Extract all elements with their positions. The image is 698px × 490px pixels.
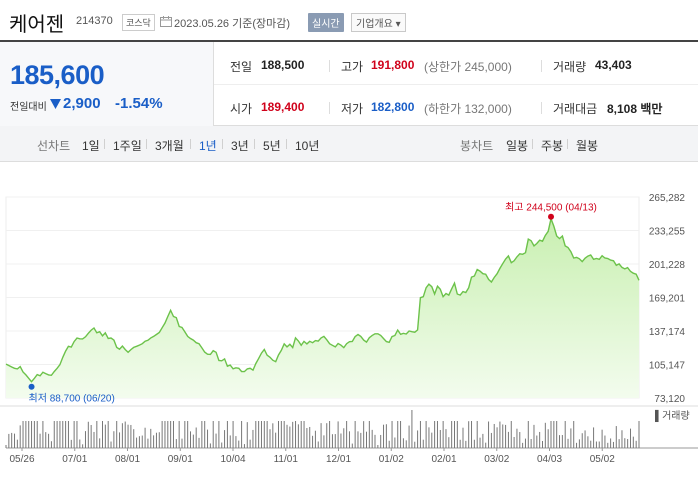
current-price: 185,600 — [10, 60, 105, 90]
tab-divider — [190, 139, 191, 149]
market-badge: 코스닥 — [122, 14, 155, 31]
x-tick-label: 09/01 — [168, 454, 193, 465]
low-label: 저가 — [341, 102, 364, 116]
x-tick-label: 08/01 — [115, 454, 140, 465]
x-tick-label: 05/02 — [590, 454, 615, 465]
calendar-icon — [160, 16, 172, 27]
divider — [541, 60, 542, 72]
volume-label: 거래량 — [553, 60, 587, 74]
x-tick-label: 10/04 — [220, 454, 245, 465]
min-label: 최저 88,700 (06/20) — [29, 393, 115, 405]
tab-divider — [254, 139, 255, 149]
current-price-box: 185,600 전일대비 2,900 -1.54% — [0, 42, 214, 126]
open-value: 189,400 — [261, 100, 305, 114]
y-tick-label: 137,174 — [649, 327, 686, 338]
y-tick-label: 265,282 — [649, 193, 686, 204]
open-label: 시가 — [230, 102, 253, 116]
x-tick-label: 07/01 — [62, 454, 87, 465]
max-marker — [548, 213, 555, 220]
company-overview-dropdown[interactable]: 기업개요 ▾ — [351, 13, 406, 32]
stock-header: 케어젠 214370 코스닥 2023.05.26 기준(장마감) 실시간 기업… — [0, 0, 698, 40]
divider — [541, 102, 542, 114]
change-value: 2,900 — [63, 95, 101, 112]
volume-value: 43,403 — [595, 58, 632, 72]
prev-close-label: 전일 — [230, 60, 253, 74]
lower-limit: (하한가 132,000) — [424, 102, 512, 116]
low-value: 182,800 — [371, 100, 415, 114]
min-marker — [28, 383, 35, 390]
price-chart: 265,282 233,255 201,228 169,201 137,174 105,1… — [0, 162, 698, 490]
volume-label: ▌거래량 — [655, 409, 690, 423]
stock-name: 케어젠 — [9, 14, 65, 36]
tab-divider — [104, 139, 105, 149]
upper-limit: (상한가 245,000) — [424, 60, 512, 74]
y-tick-label: 169,201 — [649, 294, 686, 305]
divider — [329, 102, 330, 114]
candle-chart-label: 봉차트 — [460, 139, 494, 153]
tab-divider — [222, 139, 223, 149]
down-arrow-icon — [50, 99, 61, 109]
tab-candle-weekly[interactable]: 주봉 — [541, 139, 564, 153]
change-label: 전일대비 — [10, 102, 47, 113]
realtime-button[interactable]: 실시간 — [308, 13, 344, 32]
x-tick-label: 03/02 — [484, 454, 509, 465]
tab-period-1d[interactable]: 1일 — [82, 139, 100, 153]
x-tick-label: 01/02 — [379, 454, 404, 465]
y-tick-label: 233,255 — [649, 227, 686, 238]
tab-divider — [286, 139, 287, 149]
line-chart-label: 선차트 — [37, 139, 71, 153]
high-label: 고가 — [341, 60, 364, 74]
tab-candle-daily[interactable]: 일봉 — [506, 139, 529, 153]
price-area — [6, 218, 639, 398]
x-tick-label: 11/01 — [274, 454, 299, 465]
prev-close-value: 188,500 — [261, 58, 305, 72]
tab-period-3m[interactable]: 3개월 — [155, 139, 184, 153]
trade-value-label: 거래대금 — [553, 102, 598, 116]
tab-divider — [567, 139, 568, 149]
y-tick-label: 105,147 — [649, 361, 686, 372]
tab-period-1w[interactable]: 1주일 — [113, 139, 142, 153]
stock-code: 214370 — [76, 15, 113, 27]
x-tick-label: 05/26 — [9, 454, 34, 465]
y-tick-label: 201,228 — [649, 260, 686, 271]
tab-period-1y[interactable]: 1년 — [199, 139, 217, 153]
divider — [329, 60, 330, 72]
tab-candle-monthly[interactable]: 월봉 — [576, 139, 599, 153]
row-divider — [214, 84, 698, 85]
max-label: 최고 244,500 (04/13) — [505, 202, 597, 214]
price-panel: 185,600 전일대비 2,900 -1.54% 전일 188,500 고가 … — [0, 40, 698, 126]
tab-divider — [146, 139, 147, 149]
y-tick-label: 73,120 — [654, 394, 685, 405]
high-value: 191,800 — [371, 58, 415, 72]
tab-divider — [532, 139, 533, 149]
trade-value: 8,108 백만 — [607, 102, 663, 116]
tab-period-3y[interactable]: 3년 — [231, 139, 249, 153]
price-chart-svg: 265,282 233,255 201,228 169,201 137,174 105,1… — [0, 193, 698, 465]
change-percent: -1.54% — [115, 95, 163, 112]
x-tick-label: 02/01 — [431, 454, 456, 465]
x-tick-label: 04/03 — [537, 454, 562, 465]
tab-period-10y[interactable]: 10년 — [295, 139, 320, 153]
tab-period-5y[interactable]: 5년 — [263, 139, 281, 153]
x-tick-label: 12/01 — [326, 454, 351, 465]
price-line — [5, 216, 640, 383]
date-text: 2023.05.26 기준(장마감) — [174, 18, 291, 30]
chart-period-tabs: 선차트 1일 1주일 3개월 1년 3년 5년 10년 봉차트 일봉 주봉 월봉 — [0, 126, 698, 162]
